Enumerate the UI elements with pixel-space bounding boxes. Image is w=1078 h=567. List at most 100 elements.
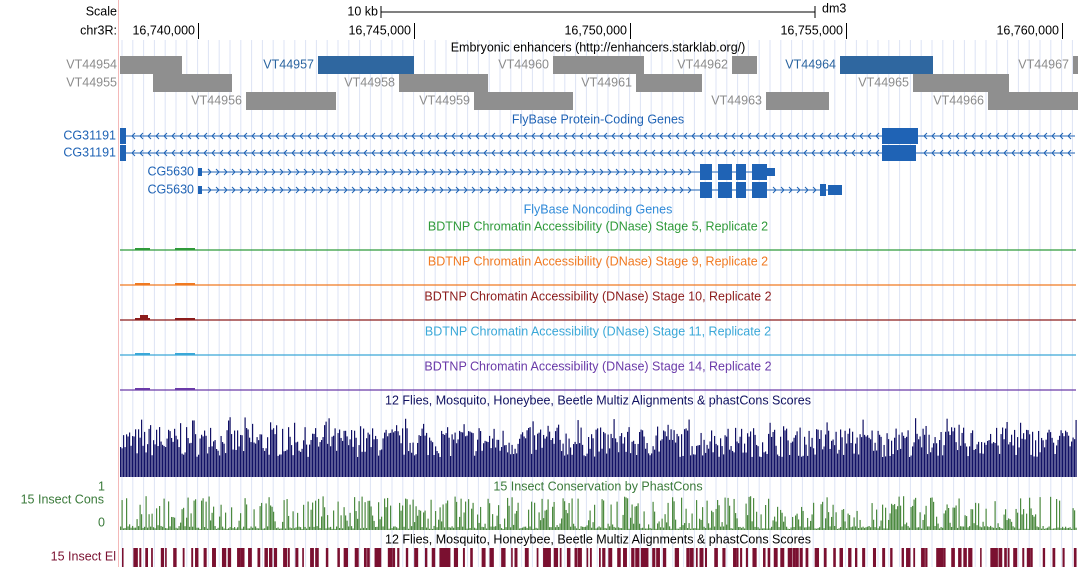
conservation-bar: [435, 446, 437, 477]
strand-arrow: [131, 149, 136, 157]
phastcons-bar: [286, 499, 288, 530]
conservation-bar: [694, 454, 696, 477]
phastcons-bar: [792, 516, 794, 530]
phastcons-bar: [231, 507, 233, 530]
exon: [736, 164, 746, 180]
strand-arrow: [803, 149, 808, 157]
conservation-bar: [613, 419, 615, 477]
phastcons-bar: [457, 527, 459, 530]
phastcons-bar: [703, 526, 705, 530]
element: [387, 548, 393, 567]
strand-arrow: [179, 149, 184, 157]
phastcons-bar: [1015, 508, 1017, 530]
phastcons-bar: [936, 516, 938, 530]
conservation-bar: [834, 445, 836, 477]
phastcons-bar: [646, 528, 648, 530]
phastcons-bar: [472, 502, 474, 530]
conservation-bar: [1012, 445, 1014, 477]
conservation-bar: [418, 435, 420, 477]
conservation-bar: [939, 440, 941, 477]
conservation-bar: [708, 448, 710, 477]
conservation-bar: [843, 454, 845, 477]
conservation-bar: [414, 455, 416, 477]
phastcons-bar: [591, 527, 593, 530]
strand-arrow: [539, 149, 544, 157]
conservation-bar: [1054, 453, 1056, 477]
phastcons-bar: [675, 519, 677, 530]
phastcons-bar: [543, 518, 545, 530]
conservation-bar: [832, 439, 834, 477]
strand-arrow: [359, 168, 364, 176]
strand-arrow: [687, 168, 692, 176]
conservation-bar: [535, 449, 537, 477]
phastcons-bar: [378, 502, 380, 530]
phastcons-bar: [969, 526, 971, 530]
conservation-bar: [831, 440, 833, 477]
phastcons-bar: [253, 509, 255, 530]
conservation-bar: [598, 451, 600, 477]
enhancer: [318, 56, 414, 74]
phastcons-bar: [619, 527, 621, 530]
strand-arrow: [780, 186, 785, 194]
element: [913, 548, 916, 567]
strand-arrow: [363, 149, 368, 157]
phastcons-bar: [774, 516, 776, 530]
strand-arrow: [607, 186, 612, 194]
conservation-bar: [997, 445, 999, 477]
element: [714, 548, 718, 567]
strand-arrow: [555, 132, 560, 140]
phastcons-bar: [372, 515, 374, 530]
phastcons-bar: [481, 526, 483, 530]
phastcons-bar: [967, 527, 969, 530]
conservation-bar: [793, 437, 795, 477]
strand-arrow: [211, 149, 216, 157]
strand-arrow: [403, 132, 408, 140]
phastcons-bar: [1009, 519, 1011, 530]
strand-arrow: [507, 149, 512, 157]
phastcons-bar: [172, 517, 174, 530]
phastcons-bar: [837, 528, 839, 530]
phastcons-bar: [244, 498, 246, 530]
element: [546, 548, 551, 567]
phastcons-bar: [997, 523, 999, 530]
element: [257, 548, 261, 567]
strand-arrow: [779, 132, 784, 140]
conservation-bar: [282, 428, 284, 477]
conservation-bar: [1032, 431, 1034, 477]
conservation-bar: [634, 443, 636, 477]
phastcons-bar: [235, 528, 237, 530]
phastcons-bar: [156, 508, 158, 530]
phastcons-bar: [258, 528, 260, 530]
conservation-bar: [423, 423, 425, 477]
phastcons-bar: [505, 527, 507, 530]
conservation-bar: [1035, 440, 1037, 477]
phastcons-bar: [808, 526, 810, 530]
element: [951, 548, 955, 567]
conservation-bar: [180, 423, 182, 477]
phastcons-bar: [438, 519, 440, 530]
phastcons-bar: [730, 528, 732, 530]
exon: [820, 184, 826, 196]
phastcons-bar: [292, 511, 294, 530]
phastcons-bar: [205, 501, 207, 530]
phastcons-bar: [453, 527, 455, 530]
strand-arrow: [459, 132, 464, 140]
strand-arrow: [267, 149, 272, 157]
signal-bump: [140, 315, 148, 320]
phastcons-bar: [795, 515, 797, 530]
conservation-bar: [706, 444, 708, 477]
phastcons-bar: [739, 526, 741, 530]
conservation-bar: [172, 441, 174, 477]
phastcons-bar: [580, 526, 582, 530]
phastcons-bar: [544, 510, 546, 530]
strand-arrow: [739, 149, 744, 157]
phastcons-bar: [975, 502, 977, 530]
phastcons-bar: [748, 496, 750, 530]
exon: [198, 168, 202, 176]
enhancer-label: VT44963: [711, 93, 762, 107]
strand-arrow: [447, 186, 452, 194]
conservation-bar: [291, 445, 293, 477]
phastcons-bar: [831, 516, 833, 530]
conservation-bar: [955, 442, 957, 477]
phastcons-bar: [516, 510, 518, 530]
